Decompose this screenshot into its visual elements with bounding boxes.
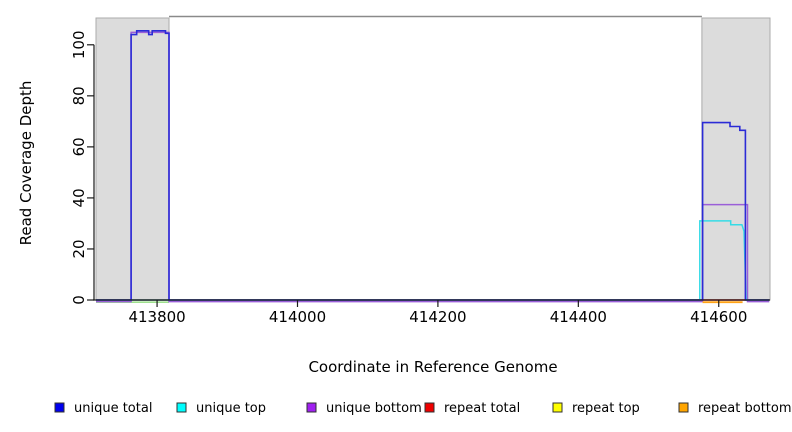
repeat-regions-layer [95, 15, 771, 301]
legend-swatch-repeat-total [424, 402, 435, 413]
series-unique-total [96, 29, 770, 301]
legend-swatch-repeat-bottom [678, 402, 689, 413]
legend: unique total unique top unique bottom repea… [54, 401, 792, 416]
repeat-region-left [95, 17, 170, 301]
axes-layer: 413800 414000 414200 414400 414600 0 20 40 60 80 1… [70, 30, 770, 326]
legend-label: repeat bottom [698, 401, 792, 416]
legend-item: repeat total [424, 401, 520, 416]
legend-item: unique total [54, 401, 152, 416]
legend-item: repeat top [552, 401, 640, 416]
legend-item: repeat bottom [678, 401, 792, 416]
y-tick-label: 60 [70, 137, 88, 156]
y-tick-label: 0 [70, 295, 88, 305]
legend-swatch-repeat-top [552, 402, 563, 413]
legend-label: repeat top [572, 401, 640, 416]
legend-swatch-unique-total [54, 402, 65, 413]
legend-label: unique total [74, 401, 152, 416]
legend-swatch-unique-bottom [306, 402, 317, 413]
x-axis-label: Coordinate in Reference Genome [308, 358, 557, 376]
series-unique-top [96, 220, 770, 301]
repeat-region-right [701, 17, 771, 301]
y-tick-label: 20 [70, 239, 88, 258]
x-tick-label: 413800 [128, 308, 185, 326]
x-tick-label: 414000 [269, 308, 326, 326]
legend-label: repeat total [444, 401, 520, 416]
y-axis-label: Read Coverage Depth [17, 81, 35, 246]
x-tick-label: 414400 [550, 308, 607, 326]
y-tick-label: 100 [70, 30, 88, 59]
series-unique-bottom [96, 31, 770, 303]
x-tick-label: 414200 [409, 308, 466, 326]
legend-item: unique top [176, 401, 266, 416]
y-tick-label: 40 [70, 188, 88, 207]
series-layer [96, 29, 770, 304]
legend-label: unique top [196, 401, 266, 416]
y-tick-label: 80 [70, 86, 88, 105]
legend-label: unique bottom [326, 401, 422, 416]
legend-swatch-unique-top [176, 402, 187, 413]
legend-item: unique bottom [306, 401, 422, 416]
x-tick-label: 414600 [690, 308, 747, 326]
